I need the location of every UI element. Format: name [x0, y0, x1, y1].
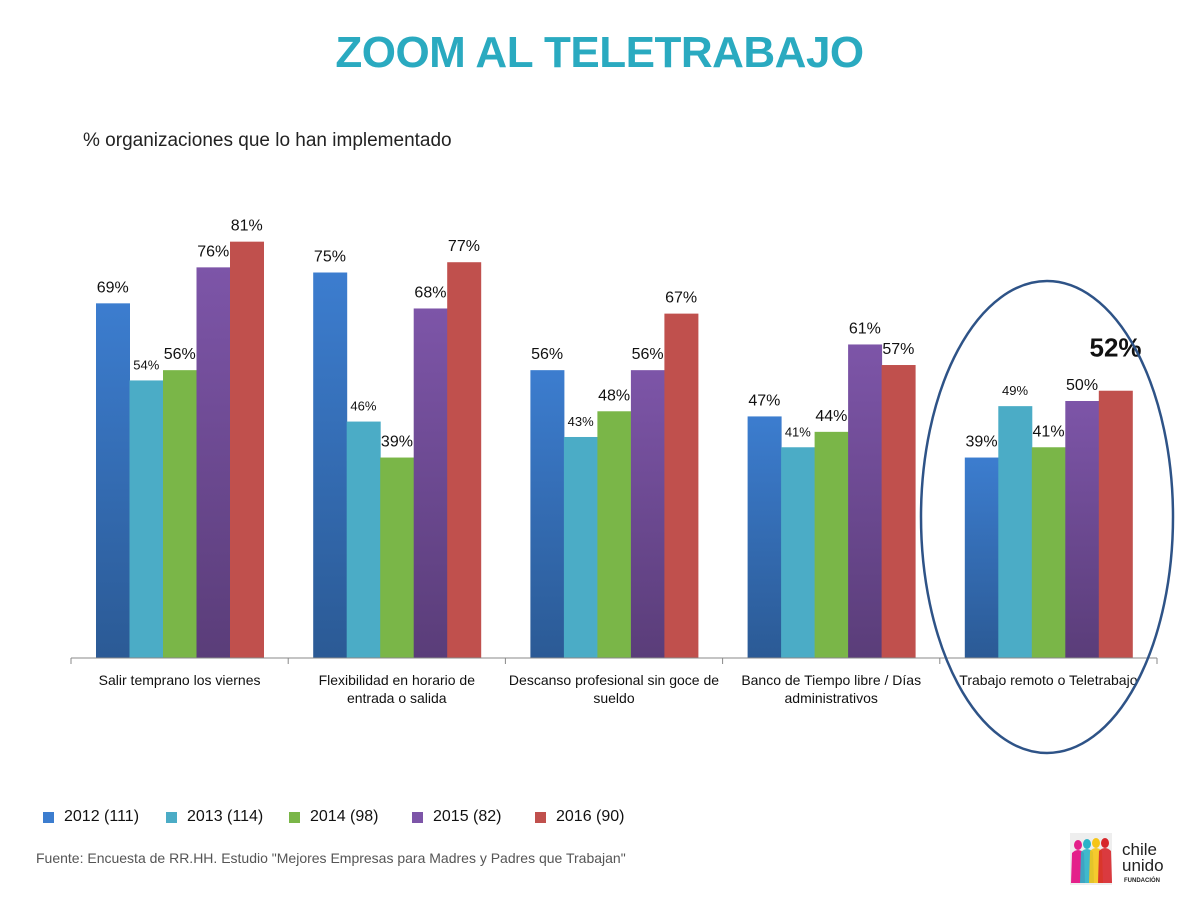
bar	[630, 370, 665, 658]
data-label: 81%	[231, 218, 263, 235]
legend-swatch	[412, 811, 423, 823]
legend: 2012 (111) 2013 (114) 2014 (98) 2015 (82…	[43, 808, 658, 826]
legend-label: 2012 (111)	[64, 808, 140, 825]
legend-label: 2013 (114)	[187, 808, 264, 825]
data-label: 46%	[350, 399, 376, 414]
chile-unido-logo: chile unido FUNDACIÓN	[1070, 833, 1164, 885]
data-label: 56%	[164, 346, 196, 363]
bar	[998, 406, 1033, 658]
data-label: 48%	[598, 387, 630, 404]
data-label: 39%	[966, 434, 998, 451]
legend-swatch	[289, 811, 300, 823]
category-label: Flexibilidad en horario de entrada o sali…	[319, 672, 476, 706]
bar	[413, 308, 448, 658]
data-label: 41%	[1033, 423, 1065, 440]
legend-item: 2013 (114)	[166, 808, 289, 826]
bar	[1065, 401, 1100, 658]
bar	[747, 416, 782, 658]
bar	[597, 411, 632, 658]
legend-item: 2015 (82)	[412, 808, 535, 826]
data-label: 54%	[133, 357, 159, 372]
category-label: Trabajo remoto o Teletrabajo	[959, 672, 1137, 688]
bar	[346, 421, 381, 658]
data-label: 50%	[1066, 377, 1098, 394]
data-label: 69%	[97, 279, 129, 296]
source-note: Fuente: Encuesta de RR.HH. Estudio "Mejo…	[36, 850, 626, 866]
bar	[530, 370, 565, 658]
bar	[447, 262, 482, 658]
page-title: ZOOM AL TELETRABAJO	[335, 28, 864, 77]
bar	[664, 313, 699, 658]
legend-label: 2015 (82)	[433, 808, 502, 825]
legend-label: 2016 (90)	[556, 808, 625, 825]
bar	[96, 303, 130, 658]
category-label: Descanso profesional sin goce de sueldo	[509, 672, 719, 706]
legend-swatch	[43, 811, 54, 823]
data-label: 57%	[882, 341, 914, 358]
legend-swatch	[535, 811, 546, 823]
bar	[196, 267, 231, 658]
data-label: 56%	[632, 346, 664, 363]
bar	[313, 272, 348, 658]
bar	[380, 457, 415, 658]
legend-label: 2014 (98)	[310, 808, 379, 825]
bar	[781, 447, 816, 658]
data-label: 44%	[815, 408, 847, 425]
bar-chart: 69% 54% 56% 76%81% Salir temprano los vierne…	[70, 218, 1175, 755]
bar	[563, 436, 598, 658]
category-label: Banco de Tiempo libre / Días administrati…	[741, 672, 921, 706]
highlight-ellipse	[919, 279, 1175, 755]
svg-text:unido: unido	[1122, 856, 1164, 875]
bar	[163, 370, 197, 658]
data-label: 39%	[381, 434, 413, 451]
legend-item: 2016 (90)	[535, 808, 658, 826]
svg-text:FUNDACIÓN: FUNDACIÓN	[1124, 876, 1160, 884]
data-label: 52%	[1090, 333, 1142, 363]
bar	[129, 380, 164, 658]
bar	[814, 431, 849, 658]
legend-item: 2012 (111)	[43, 808, 166, 826]
data-label: 67%	[665, 290, 697, 307]
bar	[1098, 390, 1133, 658]
bar	[881, 365, 916, 658]
chart-subtitle: % organizaciones que lo han implementado	[83, 130, 452, 151]
data-label: 47%	[748, 392, 780, 409]
data-label: 68%	[414, 284, 446, 301]
legend-item: 2014 (98)	[289, 808, 412, 826]
data-label: 41%	[785, 424, 811, 439]
bar	[848, 344, 883, 658]
legend-swatch	[166, 811, 177, 823]
data-label: 75%	[314, 249, 346, 266]
data-label: 43%	[568, 414, 594, 429]
category-label: Salir temprano los viernes	[99, 672, 261, 688]
data-label: 77%	[448, 238, 480, 255]
bar	[230, 241, 264, 658]
svg-text:chile: chile	[1122, 840, 1157, 859]
bar	[964, 457, 999, 658]
data-label: 56%	[531, 346, 563, 363]
data-label: 61%	[849, 320, 881, 337]
bar	[1031, 447, 1066, 658]
data-label: 76%	[197, 243, 229, 260]
data-label: 49%	[1002, 383, 1028, 398]
